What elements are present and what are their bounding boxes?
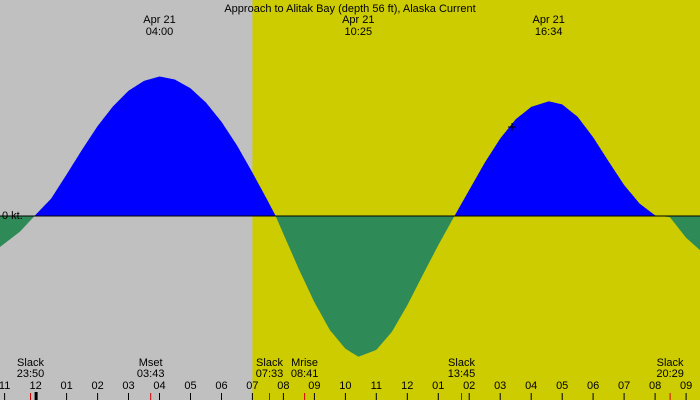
peak-time-label: 04:00 <box>146 26 174 38</box>
hour-tick-label: 08 <box>649 380 661 392</box>
hour-tick-label: 08 <box>277 380 289 392</box>
hour-tick-label: 10 <box>339 380 351 392</box>
hour-tick-label: 04 <box>525 380 537 392</box>
peak-time-label: 16:34 <box>535 26 563 38</box>
event-time-label: 23:50 <box>17 368 45 380</box>
event-time-label: 13:45 <box>448 368 476 380</box>
hour-tick-label: 12 <box>29 380 41 392</box>
hour-axis: 11 12 01 02 03 04 05 06 07 08 09 10 11 12 01 02 03 04 05 06… <box>0 380 692 400</box>
hour-tick-label: 06 <box>215 380 227 392</box>
hour-tick-label: 07 <box>618 380 630 392</box>
hour-tick-label: 02 <box>91 380 103 392</box>
midnight-marker <box>34 392 38 400</box>
hour-tick-label: 05 <box>184 380 196 392</box>
event-name-label: Slack <box>256 357 283 369</box>
hour-tick-label: 03 <box>122 380 134 392</box>
event-name-label: Mset <box>139 357 163 369</box>
peak-time-label: 10:25 <box>345 26 373 38</box>
hour-tick-label: 11 <box>0 380 10 392</box>
hour-tick-label: 04 <box>153 380 165 392</box>
peak-date-label: Apr 21 <box>532 14 564 26</box>
event-time-label: 03:43 <box>137 368 165 380</box>
hour-tick-label: 09 <box>680 380 692 392</box>
hour-tick-label: 09 <box>308 380 320 392</box>
current-time-marker <box>508 123 516 131</box>
event-name-label: Mrise <box>291 357 318 369</box>
event-time-label: 20:29 <box>656 368 684 380</box>
peak-date-label: Apr 21 <box>143 14 175 26</box>
hour-tick-label: 07 <box>246 380 258 392</box>
peak-date-label: Apr 21 <box>342 14 374 26</box>
hour-tick-label: 03 <box>494 380 506 392</box>
hour-tick-label: 11 <box>371 380 382 392</box>
hour-tick-label: 06 <box>587 380 599 392</box>
ebb-current-area <box>0 216 700 357</box>
event-labels: Slack23:50Mset03:43Slack07:33Mrise08:41S… <box>17 357 684 380</box>
hour-tick-label: 01 <box>60 380 72 392</box>
event-name-label: Slack <box>657 357 684 369</box>
hour-tick-label: 01 <box>432 380 444 392</box>
chart-title: Approach to Alitak Bay (depth 56 ft), Al… <box>224 3 475 15</box>
event-time-label: 08:41 <box>291 368 319 380</box>
hour-tick-label: 02 <box>463 380 475 392</box>
event-time-label: 07:33 <box>256 368 284 380</box>
zero-knot-label: 0 kt. <box>2 210 23 222</box>
flood-current-area <box>0 76 700 216</box>
event-name-label: Slack <box>448 357 475 369</box>
hour-tick-label: 12 <box>401 380 413 392</box>
hour-tick-label: 05 <box>556 380 568 392</box>
event-name-label: Slack <box>17 357 44 369</box>
